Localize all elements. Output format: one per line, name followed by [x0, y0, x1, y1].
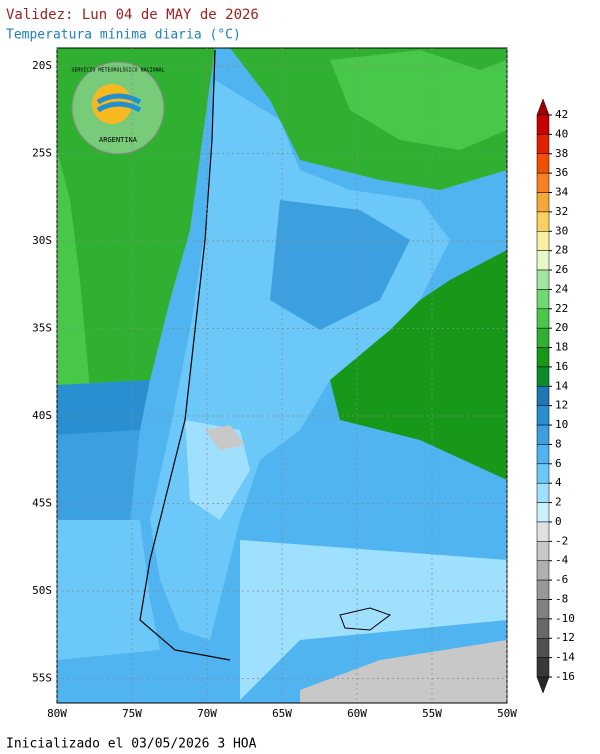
lon-label: 65W [272, 707, 292, 720]
lat-label: 45S [32, 497, 52, 510]
pacific-cold [57, 520, 160, 660]
lon-label: 75W [122, 707, 142, 720]
colorbar-band [536, 192, 550, 213]
colorbar-band [536, 618, 550, 639]
colorbar-label: 14 [555, 379, 569, 392]
colorbar-band [536, 366, 550, 387]
colorbar-band [536, 347, 550, 368]
colorbar-label: 6 [555, 457, 562, 470]
colorbar-band [536, 269, 550, 290]
lat-label: 20S [32, 59, 52, 72]
pampa [270, 200, 410, 330]
colorbar-label: 32 [555, 205, 568, 218]
lon-label: 70W [197, 707, 217, 720]
colorbar-label: 10 [555, 418, 568, 431]
colorbar-band [536, 444, 550, 465]
colorbar-arrow [536, 98, 550, 116]
colorbar-label: 12 [555, 399, 568, 412]
colorbar-band [536, 424, 550, 445]
colorbar-band [536, 386, 550, 406]
colorbar-label: -4 [555, 554, 569, 567]
lon-label: 80W [47, 707, 67, 720]
colorbar-band [536, 211, 550, 232]
malvinas [339, 607, 392, 631]
colorbar-label: 40 [555, 127, 568, 140]
colorbar-band [536, 114, 550, 135]
colorbar-band [536, 657, 550, 678]
cold-sea [300, 640, 507, 703]
pacific-south [57, 430, 140, 520]
lat-label: 35S [32, 322, 52, 335]
logo-bottom: ARGENTINA [99, 136, 138, 144]
colorbar-band [536, 541, 550, 561]
colorbar-label: -16 [555, 670, 575, 683]
colorbar-label: 42 [555, 108, 568, 121]
colorbar-band [536, 502, 550, 523]
colorbar-band [536, 579, 550, 600]
colorbar-band [536, 637, 550, 658]
colorbar-label: -14 [555, 651, 575, 664]
colorbar-label: 2 [555, 496, 562, 509]
colorbar-label: -6 [555, 573, 568, 586]
pacific-warmer [57, 150, 90, 400]
colorbar-band [536, 327, 550, 348]
colorbar-band [536, 599, 550, 620]
colorbar-label: 24 [555, 282, 569, 295]
lat-label: 25S [32, 147, 52, 160]
logo-waves [96, 93, 142, 113]
colorbar-label: 20 [555, 321, 568, 334]
colorbar-band [536, 250, 550, 271]
colorbar-label: -2 [555, 534, 568, 547]
colorbar-band [536, 463, 550, 484]
lat-label: 55S [32, 672, 52, 685]
atlantic-warm [330, 250, 507, 480]
colorbar-label: 28 [555, 244, 568, 257]
colorbar-band [536, 405, 550, 426]
colorbar-band [536, 153, 550, 174]
map: SERVICIO METEOROLÓGICO NACIONAL ARGENTIN… [56, 47, 508, 704]
lon-label: 55W [422, 707, 442, 720]
colorbar-band [536, 289, 550, 310]
colorbar-arrow [536, 676, 550, 694]
colorbar-label: 4 [555, 476, 562, 489]
colorbar-band [536, 172, 550, 193]
logo-top: SERVICIO METEOROLÓGICO NACIONAL [71, 67, 164, 74]
lon-label: 60W [347, 707, 367, 720]
colorbar-label: -8 [555, 592, 568, 605]
brazil-north [330, 50, 507, 150]
colorbar-label: -10 [555, 612, 575, 625]
colorbar-label: 16 [555, 360, 568, 373]
lat-label: 40S [32, 409, 52, 422]
colorbar-band [536, 308, 550, 329]
colorbar-label: -12 [555, 631, 575, 644]
cold-area [205, 425, 245, 450]
colorbar-label: 0 [555, 515, 562, 528]
graticule: 20S 25S 30S 35S 40S 45S 50S 55S 80W 75W 70W 65W 60W 5… [32, 48, 517, 720]
colorbar-band [536, 231, 550, 251]
subtitle: Temperatura mínima diaria (°C) [6, 28, 241, 43]
coastline [139, 49, 231, 661]
colorbar-band [536, 134, 550, 155]
colorbar-label: 34 [555, 186, 569, 199]
lon-label: 50W [497, 707, 517, 720]
colorbar-band [536, 560, 550, 581]
logo: SERVICIO METEOROLÓGICO NACIONAL ARGENTIN… [71, 61, 165, 155]
colorbar-label: 8 [555, 437, 562, 450]
colorbar-label: 30 [555, 224, 568, 237]
colorbar-label: 38 [555, 147, 568, 160]
colorbar: 424038363432302826242220181614121086420-… [536, 98, 575, 694]
colorbar-label: 36 [555, 166, 568, 179]
colorbar-label: 26 [555, 263, 568, 276]
lat-label: 30S [32, 234, 52, 247]
pacific-warm [57, 48, 215, 385]
title: Validez: Lun 04 de MAY de 2026 [6, 7, 259, 23]
lat-label: 50S [32, 584, 52, 597]
colorbar-band [536, 482, 550, 503]
colorbar-band [536, 521, 550, 542]
pacific-mid [57, 380, 150, 435]
footer: Inicializado el 03/05/2026 3 HOA [6, 737, 257, 751]
colorbar-label: 22 [555, 302, 568, 315]
colorbar-label: 18 [555, 341, 568, 354]
